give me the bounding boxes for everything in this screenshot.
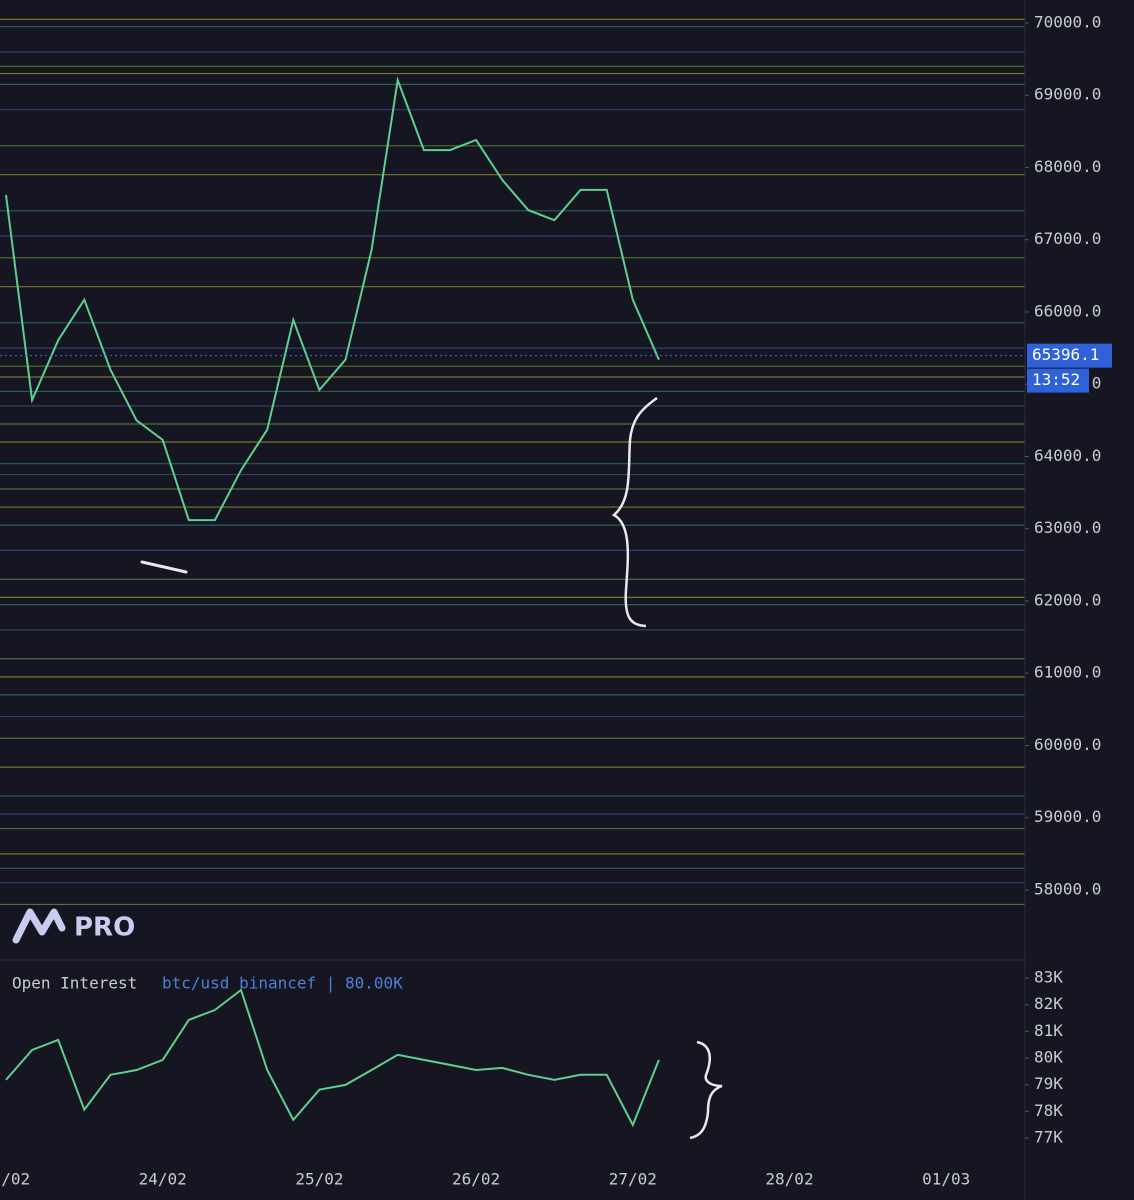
y-tick-label: 63000.0 — [1034, 518, 1101, 537]
y-tick-label: 66000.0 — [1034, 301, 1101, 320]
y-tick-label: 78K — [1034, 1101, 1063, 1120]
y-tick-label: 81K — [1034, 1021, 1063, 1040]
y-tick-label: 83K — [1034, 967, 1063, 986]
x-tick-label: 27/02 — [609, 1170, 657, 1189]
x-tick-label: 01/03 — [922, 1170, 970, 1189]
y-tick-label: 62000.0 — [1034, 590, 1101, 609]
last-price-label: 65396.1 — [1032, 345, 1099, 364]
countdown-label: 13:52 — [1032, 370, 1080, 389]
y-tick-label: 69000.0 — [1034, 85, 1101, 104]
x-tick-label: 24/02 — [139, 1170, 187, 1189]
y-tick-label: 58000.0 — [1034, 879, 1101, 898]
series-line — [5, 76, 660, 522]
y-tick-label: 80K — [1034, 1047, 1063, 1066]
price-badge — [1027, 343, 1112, 368]
oi-title: Open Interest — [12, 974, 137, 993]
y-tick-label: 61000.0 — [1034, 663, 1101, 682]
heatmap — [0, 18, 1025, 906]
y-tick-label: 60000.0 — [1034, 735, 1101, 754]
x-tick-label: 26/02 — [452, 1170, 500, 1189]
y-tick-label: 59000.0 — [1034, 807, 1101, 826]
oi-subtitle: btc/usd binancef | 80.00K — [162, 974, 403, 993]
x-tick-label: 25/02 — [295, 1170, 343, 1189]
annotation-line — [140, 560, 188, 574]
logo-text: PRO — [74, 913, 135, 943]
y-tick-label: 70000.0 — [1034, 12, 1101, 31]
annotation-brace — [689, 1040, 723, 1140]
series-line — [5, 988, 660, 1128]
annotation-brace — [611, 396, 658, 628]
y-tick-label: 64000.0 — [1034, 446, 1101, 465]
y-tick-label: 82K — [1034, 994, 1063, 1013]
y-tick-label: 79K — [1034, 1074, 1063, 1093]
y-tick-label: 67000.0 — [1034, 229, 1101, 248]
logo: PRO — [12, 908, 135, 944]
y-tick-label: 77K — [1034, 1128, 1063, 1147]
x-tick-label: 23/02 — [0, 1170, 30, 1189]
y-tick-label: 68000.0 — [1034, 157, 1101, 176]
countdown-badge — [1027, 368, 1089, 393]
x-tick-label: 28/02 — [765, 1170, 813, 1189]
